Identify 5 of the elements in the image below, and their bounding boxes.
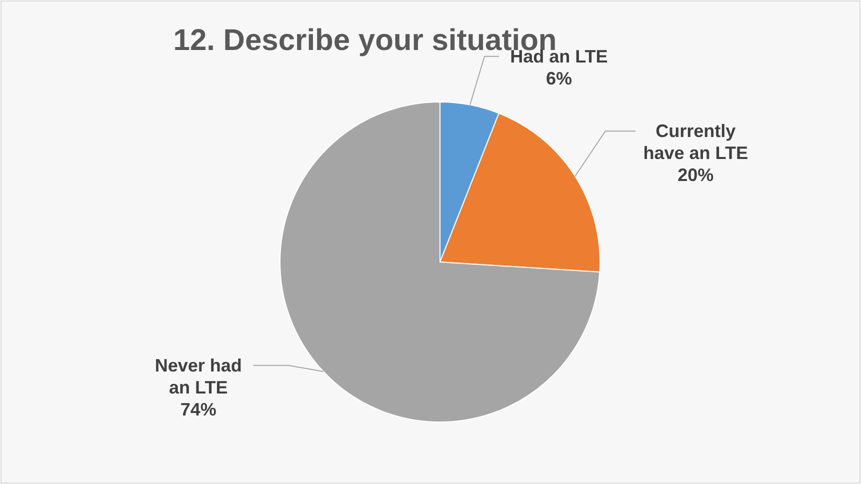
data-label: 6% — [546, 68, 572, 88]
data-label: 20% — [678, 165, 714, 186]
slice-label: Currently have an LTE — [643, 121, 748, 164]
data-label: 74% — [180, 399, 216, 420]
slice-label: Never had an LTE — [154, 355, 242, 398]
